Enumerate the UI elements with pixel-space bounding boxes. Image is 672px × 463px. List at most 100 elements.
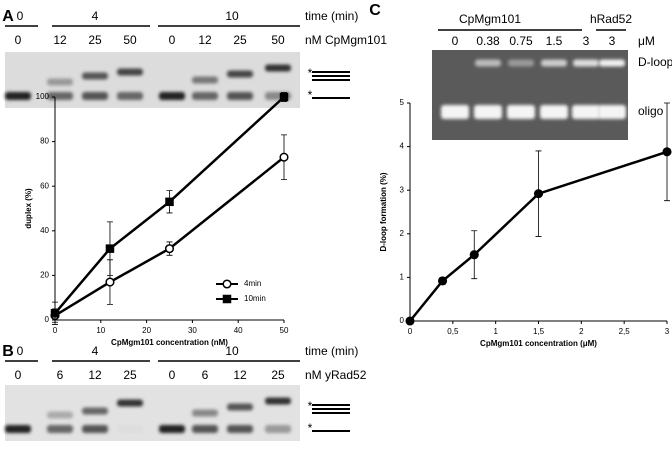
point	[105, 277, 115, 287]
legend-label: 10min	[244, 294, 266, 303]
gel-band	[82, 72, 108, 80]
conc-label: 0.38	[476, 34, 500, 48]
conc-label: 1.5	[546, 34, 563, 48]
gel-band	[47, 92, 73, 100]
conc-label: 0	[15, 368, 22, 382]
x-tick-label: 30	[188, 326, 197, 335]
conc-label: 0	[169, 33, 176, 47]
x-tick-label: 1	[493, 327, 498, 336]
y-tick-label: 5	[400, 98, 405, 107]
y-tick-label: 60	[40, 181, 49, 190]
gel-band	[117, 399, 143, 407]
x-tick-label: 0	[408, 327, 413, 336]
conc-label: 6	[202, 368, 209, 382]
conc-label: 12	[88, 368, 102, 382]
gel-band	[117, 92, 143, 100]
gel-band	[82, 425, 108, 433]
gel-band	[5, 425, 31, 433]
point	[405, 316, 415, 326]
y-tick-label: 100	[36, 92, 50, 101]
time-unit: time (min)	[305, 344, 358, 358]
time-unit: time (min)	[305, 9, 358, 23]
time-label: 0	[17, 344, 24, 358]
time-label: 4	[92, 344, 99, 358]
gel-band	[227, 403, 253, 411]
gel-band	[265, 425, 291, 433]
gel-band	[540, 105, 568, 119]
x-tick-label: 50	[280, 326, 289, 335]
gel-band	[265, 397, 291, 405]
x-axis-label: CpMgm101 concentration (nM)	[111, 338, 228, 347]
y-tick-label: 20	[40, 271, 49, 280]
y-tick-label: 3	[400, 185, 405, 194]
x-tick-label: 0,5	[447, 327, 459, 336]
x-tick-label: 40	[234, 326, 243, 335]
conc-unit: μM	[638, 34, 655, 48]
gel-band	[5, 92, 31, 100]
gel-band	[82, 407, 108, 415]
x-tick-label: 3	[665, 327, 670, 336]
y-axis-label: D-loop formation (%)	[379, 172, 388, 251]
time-label: 4	[92, 9, 99, 23]
gel-band	[573, 59, 599, 67]
point	[222, 279, 232, 289]
x-tick-label: 20	[142, 326, 151, 335]
gel-band	[192, 76, 218, 84]
conc-label: 12	[53, 33, 67, 47]
gel-band	[541, 59, 567, 67]
protein-label: hRad52	[590, 12, 632, 26]
conc-label: 12	[198, 33, 212, 47]
gel-band	[159, 92, 185, 100]
y-tick-label: 40	[40, 226, 49, 235]
y-tick-label: 80	[40, 137, 49, 146]
marker-star: *	[308, 421, 313, 435]
gel-band	[572, 105, 600, 119]
gel-band	[47, 425, 73, 433]
gel-band	[508, 59, 534, 67]
gel-band	[192, 425, 218, 433]
y-tick-label: 4	[400, 142, 405, 151]
marker-star: *	[308, 399, 313, 413]
point	[469, 250, 479, 260]
point	[279, 92, 289, 102]
y-axis-label: duplex (%)	[24, 188, 33, 229]
time-label: 10	[225, 9, 239, 23]
time-label: 10	[225, 344, 239, 358]
conc-label: 0	[169, 368, 176, 382]
gel-band	[227, 92, 253, 100]
marker-star: *	[308, 66, 313, 80]
time-label: 0	[17, 9, 24, 23]
panel-label: C	[369, 2, 381, 19]
gel-band	[598, 105, 626, 119]
conc-label: 25	[233, 33, 247, 47]
conc-unit: nM CpMgm101	[305, 33, 387, 47]
gel-band	[117, 68, 143, 76]
gel-band	[47, 411, 73, 419]
y-tick-label: 1	[400, 273, 405, 282]
panel-label: B	[2, 343, 14, 360]
point	[105, 244, 115, 253]
conc-label: 12	[233, 368, 247, 382]
point	[165, 197, 174, 207]
x-tick-label: 0	[53, 326, 58, 335]
protein-label: CpMgm101	[459, 12, 521, 26]
band-label: oligo	[638, 104, 664, 118]
point	[533, 189, 544, 199]
x-tick-label: 2,5	[619, 327, 631, 336]
gel-band	[474, 105, 502, 119]
x-tick-label: 1,5	[533, 327, 545, 336]
gel-band	[475, 59, 501, 67]
series-line	[54, 156, 285, 317]
conc-label: 0.75	[509, 34, 533, 48]
point	[222, 294, 232, 304]
gel-band	[192, 92, 218, 100]
conc-label: 3	[609, 34, 616, 48]
y-tick-label: 2	[400, 229, 405, 238]
conc-label: 50	[271, 33, 285, 47]
conc-label: 25	[123, 368, 137, 382]
conc-label: 0	[15, 33, 22, 47]
gel-band	[82, 92, 108, 100]
panel-label: A	[2, 8, 14, 25]
conc-label: 6	[57, 368, 64, 382]
band-label: D-loop	[638, 55, 672, 69]
